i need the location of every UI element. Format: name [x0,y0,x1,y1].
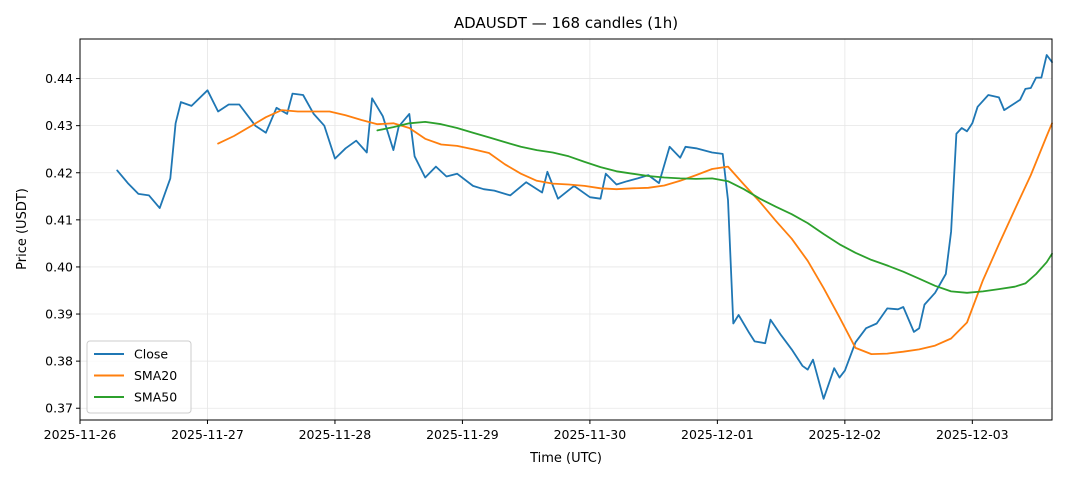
x-tick-label: 2025-11-28 [299,427,372,442]
x-tick-label: 2025-11-29 [426,427,499,442]
x-tick-label: 2025-12-01 [681,427,754,442]
y-tick-label: 0.41 [45,212,73,227]
legend: Close SMA20 SMA50 [86,340,192,414]
legend-label-close: Close [134,347,168,362]
plot-frame [79,38,1053,421]
x-tick-label: 2025-11-30 [554,427,627,442]
chart-title: ADAUSDT — 168 candles (1h) [454,14,678,32]
legend-label-sma50: SMA50 [134,390,177,405]
y-tick-label: 0.40 [45,259,73,274]
y-tick-label: 0.39 [45,307,73,322]
y-tick-label: 0.42 [45,165,73,180]
series-lines [116,54,1053,400]
legend-box [86,340,192,414]
x-tick-label: 2025-11-26 [44,427,117,442]
axis-ticks: 0.37 0.38 0.39 0.40 0.41 0.42 0.43 0.44 2025-11-… [44,71,1009,442]
y-tick-label: 0.43 [45,118,73,133]
x-axis-label: Time (UTC) [529,451,602,466]
series-line-sma50 [376,121,1053,294]
series-line-sma20 [217,109,1053,356]
y-tick-label: 0.38 [45,354,73,369]
x-tick-label: 2025-12-02 [809,427,882,442]
y-tick-label: 0.37 [45,401,73,416]
x-tick-label: 2025-12-03 [936,427,1009,442]
y-axis-label: Price (USDT) [15,188,30,270]
x-tick-label: 2025-11-27 [171,427,244,442]
y-tick-label: 0.44 [45,71,73,86]
legend-label-sma20: SMA20 [134,368,177,383]
